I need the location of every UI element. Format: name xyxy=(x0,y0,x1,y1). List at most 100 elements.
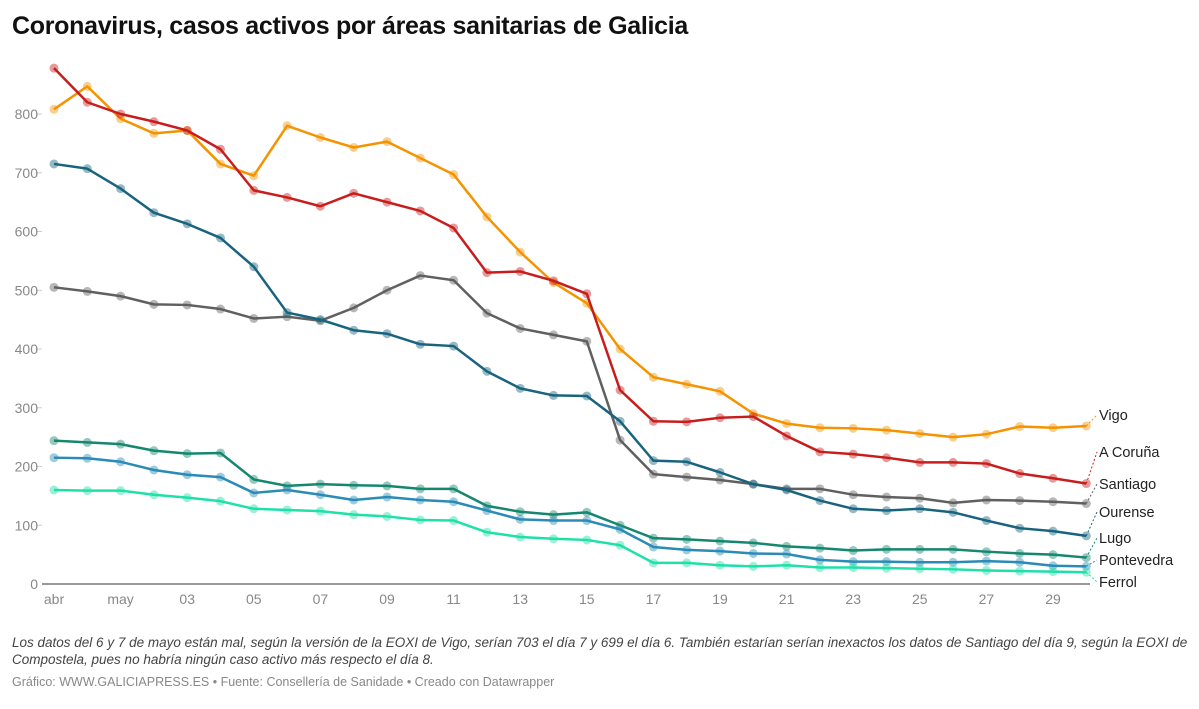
data-point xyxy=(1015,469,1025,479)
data-point xyxy=(116,457,126,467)
series-line xyxy=(53,488,1087,574)
data-point xyxy=(981,429,991,439)
y-tick-label: 100 xyxy=(15,517,39,533)
data-point xyxy=(449,223,459,233)
data-point xyxy=(149,117,159,127)
data-point xyxy=(782,560,792,570)
data-point xyxy=(349,188,359,198)
data-point xyxy=(82,81,92,91)
data-point xyxy=(315,506,325,516)
series-ourense: Ourense xyxy=(49,159,1155,541)
data-point xyxy=(648,456,658,466)
series-lugo: Lugo xyxy=(49,436,1131,563)
data-point xyxy=(515,323,525,333)
data-point xyxy=(848,504,858,514)
data-point xyxy=(82,97,92,107)
data-point xyxy=(549,534,558,544)
data-point xyxy=(315,490,325,500)
data-point xyxy=(282,485,292,495)
chart-credit: Gráfico: WWW.GALICIAPRESS.ES • Fuente: C… xyxy=(12,675,555,689)
y-tick-label: 800 xyxy=(15,106,39,122)
data-point xyxy=(748,479,758,489)
data-point xyxy=(349,495,359,505)
x-tick-label: 13 xyxy=(512,591,528,607)
data-point xyxy=(515,507,525,517)
label-connector xyxy=(1085,511,1098,537)
data-point xyxy=(648,416,658,426)
data-point xyxy=(349,142,359,152)
data-point xyxy=(382,285,392,295)
data-point xyxy=(216,448,225,458)
series-line xyxy=(53,67,1087,485)
data-point xyxy=(482,212,492,222)
data-point xyxy=(882,557,891,567)
data-point xyxy=(249,313,259,323)
series-label: Vigo xyxy=(1099,408,1128,424)
data-point xyxy=(249,504,259,514)
data-point xyxy=(249,185,259,195)
data-point xyxy=(682,379,692,389)
data-point xyxy=(382,511,392,521)
data-point xyxy=(216,233,225,243)
data-point xyxy=(1015,422,1025,432)
data-point xyxy=(848,557,858,567)
x-tick-label: 07 xyxy=(313,591,329,607)
data-point xyxy=(382,329,392,339)
series-line xyxy=(53,456,1087,568)
data-point xyxy=(315,315,325,325)
data-point xyxy=(682,417,692,427)
data-point xyxy=(349,510,359,520)
data-point xyxy=(615,344,625,354)
series-label: Ferrol xyxy=(1099,575,1137,591)
data-point xyxy=(549,510,558,520)
data-point xyxy=(315,479,325,489)
data-point xyxy=(415,515,425,525)
data-point xyxy=(49,436,59,446)
data-point xyxy=(149,128,159,138)
series-ferrol: Ferrol xyxy=(49,485,1137,591)
data-point xyxy=(82,486,92,496)
data-point xyxy=(216,496,225,506)
data-point xyxy=(882,506,891,516)
y-tick-label: 200 xyxy=(15,459,39,475)
series-pontevedra: Pontevedra xyxy=(49,453,1174,571)
series-vigo: Vigo xyxy=(49,81,1128,442)
data-point xyxy=(815,543,825,553)
data-point xyxy=(715,560,725,570)
data-point xyxy=(415,495,425,505)
data-point xyxy=(715,386,725,396)
data-point xyxy=(449,341,459,351)
data-point xyxy=(648,533,658,543)
data-point xyxy=(715,413,725,423)
data-point xyxy=(615,540,625,550)
data-point xyxy=(882,563,891,573)
data-point xyxy=(116,291,126,301)
data-point xyxy=(882,425,891,435)
data-point xyxy=(1048,526,1058,536)
data-point xyxy=(415,339,425,349)
data-point xyxy=(415,153,425,163)
x-tick-label: 23 xyxy=(845,591,861,607)
data-point xyxy=(782,419,792,429)
data-point xyxy=(782,549,792,559)
data-point xyxy=(748,538,758,548)
data-point xyxy=(315,133,325,142)
data-point xyxy=(282,121,292,131)
data-point xyxy=(1015,566,1025,576)
data-point xyxy=(49,159,59,169)
data-point xyxy=(116,439,126,449)
data-point xyxy=(549,330,558,340)
x-tick-label: 05 xyxy=(246,591,262,607)
data-point xyxy=(748,412,758,422)
data-point xyxy=(948,432,958,442)
data-point xyxy=(149,208,159,218)
x-tick-label: 21 xyxy=(779,591,795,607)
data-point xyxy=(715,536,725,546)
data-point xyxy=(848,423,858,433)
series-label: A Coruña xyxy=(1099,445,1160,461)
data-point xyxy=(449,516,459,526)
data-point xyxy=(116,184,126,194)
series-label: Pontevedra xyxy=(1099,553,1174,569)
data-point xyxy=(948,507,958,517)
data-point xyxy=(282,308,292,318)
